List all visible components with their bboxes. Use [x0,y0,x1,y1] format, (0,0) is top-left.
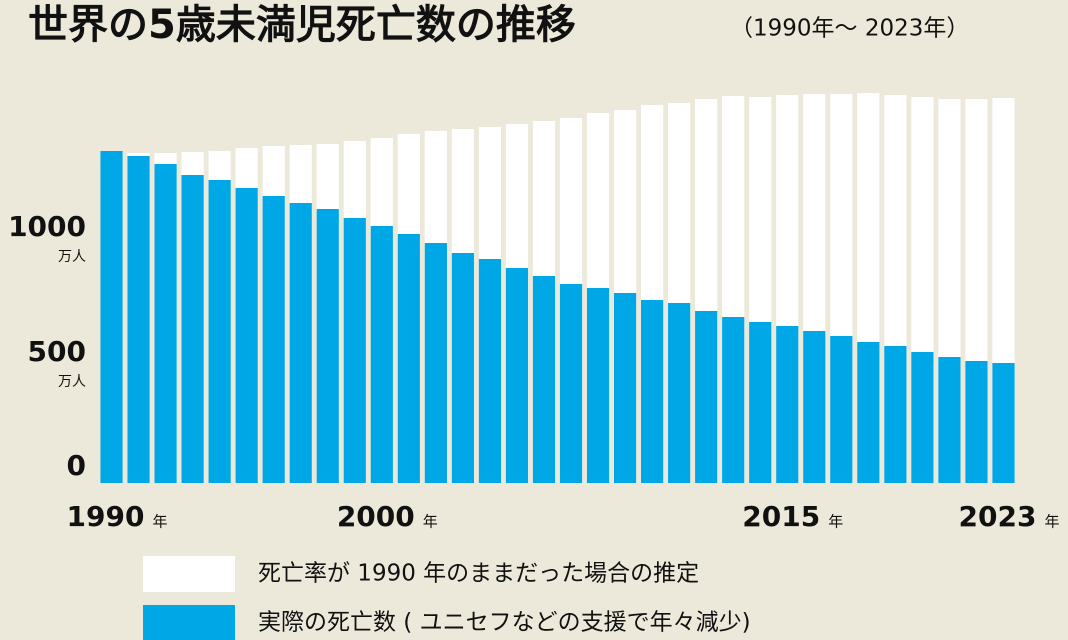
bar [992,363,1015,483]
bar [613,293,637,483]
x-unit: 年 [828,513,843,531]
x-tick-label: 1990 [67,500,145,533]
bar [127,156,150,483]
bar [154,164,177,483]
bar [343,218,366,483]
y-tick-label: 500 [28,335,86,368]
chart-subtitle: （1990年～ 2023年） [730,16,969,42]
bar [857,342,880,483]
bar [722,317,745,483]
y-tick-label: 0 [67,449,86,482]
bar [478,259,502,483]
x-tick-label: 2015 [742,500,820,533]
bar [586,288,610,483]
bar [532,276,556,483]
bar [830,336,853,483]
bar [965,361,988,483]
bar [289,203,312,483]
bar [235,188,258,483]
x-unit: 年 [423,513,438,531]
x-tick-label: 2023 [959,500,1037,533]
bar [505,268,529,483]
x-unit: 年 [153,513,168,531]
bar [316,209,339,483]
legend-swatch [143,556,235,592]
bar [181,175,204,483]
bar [208,180,231,483]
bar [100,151,123,483]
x-tick-label: 2000 [337,500,415,533]
bar [668,303,691,483]
legend-label: 実際の死亡数 ( ユニセフなどの支援で年々減少) [258,610,751,636]
chart-title: 世界の5歳未満児死亡数の推移 [28,2,576,48]
bar [749,322,772,483]
bar [424,243,447,483]
bar [559,284,583,483]
x-unit: 年 [1044,513,1059,531]
bar [370,226,393,483]
bar [776,326,799,483]
legend-label: 死亡率が 1990 年のままだった場合の推定 [258,561,699,587]
bar [451,253,474,483]
legend-swatch [143,605,235,640]
bar [803,331,826,483]
y-tick-label: 1000 [8,210,86,243]
y-unit: 万人 [58,374,86,390]
bar [938,357,961,483]
y-unit: 万人 [58,249,86,265]
bar [262,196,285,483]
bar [695,311,718,483]
bar [884,346,907,483]
bar [911,352,934,483]
bar [397,234,420,483]
bar [641,300,664,483]
